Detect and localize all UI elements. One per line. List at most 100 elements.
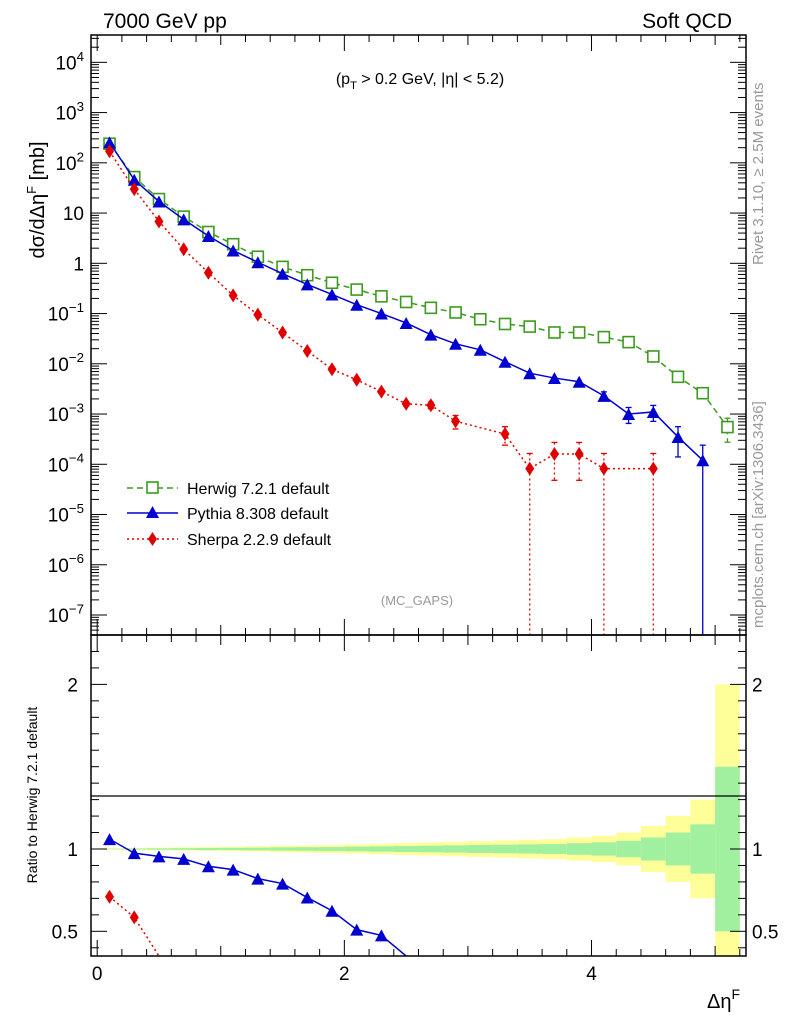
main-data-point [350,298,364,311]
main-data-point [127,173,141,186]
ratio-inner-band [467,845,493,853]
ratio-grid-ticks: 0 2 4 0.5 0.5 1 1 2 2 [52,635,778,985]
ratio-inner-band [418,845,444,853]
main-data-point [302,343,312,358]
x-tick-label: 2 [339,964,350,985]
main-y-tick-label: 10−4 [48,451,84,477]
main-y-tick-label: 10−3 [48,400,84,426]
main-data-point [721,420,734,434]
legend-marker-sherpa [148,532,157,546]
main-data-point [424,328,438,341]
main-data-point [401,396,411,411]
series-layer [103,136,734,956]
main-series-1 [103,136,710,635]
legend-label-sherpa: Sherpa 2.2.9 default [187,532,332,549]
main-data-point [572,375,586,388]
cut-label: (pT > 0.2 GeV, |η| < 5.2) [336,71,504,92]
x-tick-label: 4 [586,964,597,985]
ratio-data-point [177,852,191,865]
ratio-y-tick-label-right: 2 [752,675,763,696]
main-data-point [696,454,710,467]
ratio-inner-band [665,832,691,866]
ratio-series-0 [103,833,407,956]
main-data-point [523,367,537,380]
main-y-tick-label: 10−7 [48,601,84,627]
main-data-point [177,213,191,226]
main-data-point [498,317,512,331]
main-data-point [525,461,535,476]
ratio-inner-band [171,848,197,850]
main-data-point [203,265,213,280]
ratio-inner-band [517,844,543,854]
main-data-point [325,276,339,290]
main-data-point [451,414,461,429]
main-data-point [399,316,413,329]
ratio-inner-band [344,846,370,852]
main-series-line [108,143,729,428]
ratio-y-tick-label: 2 [67,675,78,696]
main-data-point [597,389,611,402]
main-y-tick-label: 10−1 [48,300,84,326]
main-data-point [201,229,215,242]
ratio-series-1 [105,889,160,956]
x-axis-label: ΔηF [707,986,740,1013]
main-data-point [327,362,337,377]
ratio-data-point [325,904,339,917]
ratio-data-point [127,847,141,860]
ratio-data-point [300,891,314,904]
ratio-data-point [201,860,215,873]
main-data-point [523,320,537,333]
main-data-point [426,398,436,413]
ratio-series-line [109,896,160,956]
ratio-y-tick-label: 1 [67,840,78,861]
ratio-inner-band [245,847,271,851]
ratio-data-point [129,910,139,925]
main-data-point [572,326,586,339]
ratio-inner-band [443,845,468,853]
x-tick-label: 0 [92,964,103,985]
main-data-point [154,214,164,229]
main-data-point [622,408,636,421]
main-data-point [500,427,510,442]
main-y-tick-label: 10−2 [48,350,84,376]
main-data-point [547,372,561,385]
main-series-2 [105,144,658,635]
main-series-0 [103,137,734,443]
main-data-point [399,295,413,309]
main-data-point [325,288,339,301]
legend-marker-pythia [146,506,159,518]
ratio-inner-band [616,840,641,858]
mcplots-reference-label: mcplots.cern.ch [arXiv:1306.3436] [750,401,767,628]
main-data-point [599,461,609,476]
main-data-point [376,384,386,399]
main-data-point [671,430,685,443]
ratio-inner-band [566,843,592,855]
rivet-version-label: Rivet 3.1.10, ≥ 2.5M events [750,83,767,266]
main-data-point [375,290,388,303]
main-data-point [646,405,660,418]
ratio-data-point [105,889,115,904]
main-y-tick-label: 10−6 [48,551,84,577]
main-data-point [449,337,463,350]
legend-item-herwig: Herwig 7.2.1 default [127,481,330,498]
ratio-data-point [276,877,290,890]
main-y-tick-label: 10−5 [48,501,84,527]
main-y-axis-label: dσ/dΔηF [mb] [24,141,49,258]
main-data-point [574,447,584,462]
main-data-point [374,307,388,320]
main-data-point [424,301,438,315]
ratio-data-point [251,872,265,885]
main-data-point [253,307,263,322]
legend-item-pythia: Pythia 8.308 default [127,506,329,523]
main-y-tick-label: 10 [63,204,84,225]
ratio-inner-band [319,847,345,851]
ratio-inner-band [220,847,246,851]
main-data-point [473,343,487,356]
main-y-tick-label: 104 [55,49,84,75]
ratio-inner-band [97,848,122,850]
ratio-inner-band [542,844,567,854]
process-label: Soft QCD [642,10,732,33]
ratio-y-tick-label-right: 1 [752,840,763,861]
